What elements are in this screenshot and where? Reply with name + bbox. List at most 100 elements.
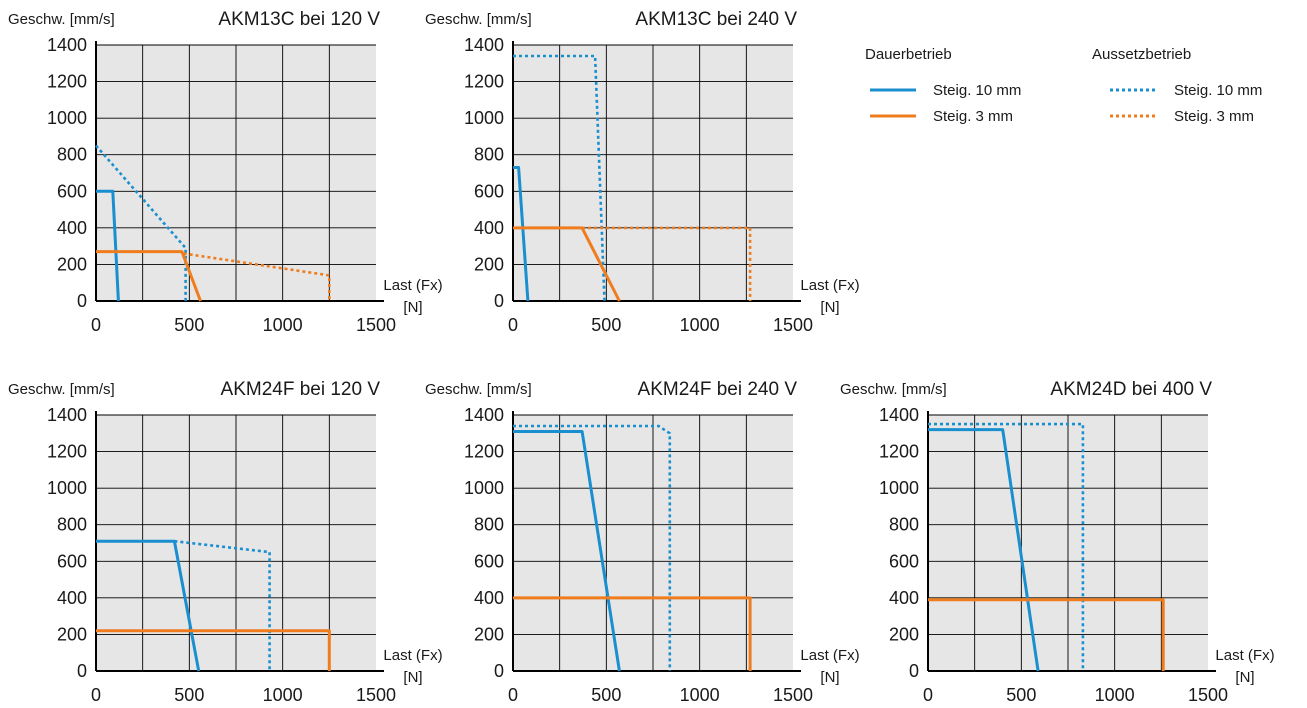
x-tick-label: 500 (591, 315, 621, 335)
y-tick-label: 800 (474, 145, 504, 165)
series-line-3 (513, 596, 752, 671)
chart-title: AKM24F bei 120 V (221, 379, 381, 400)
x-tick-label: 0 (508, 315, 518, 335)
y-tick-label: 200 (889, 624, 919, 644)
series-line-3 (928, 598, 1165, 671)
chart-title: AKM13C bei 120 V (218, 9, 380, 30)
series-line-4 (96, 250, 202, 302)
legend-label-continuous-3mm: Steig. 3 mm (933, 108, 1013, 125)
legend-label-intermittent-10mm: Steig. 10 mm (1174, 82, 1262, 99)
y-tick-label: 600 (57, 551, 87, 571)
y-tick-label: 400 (474, 588, 504, 608)
y-tick-label: 1400 (47, 35, 87, 55)
x-tick-label: 1000 (263, 315, 303, 335)
series-line-1 (928, 422, 1085, 671)
y-tick-label: 1200 (464, 72, 504, 92)
y-tick-label: 0 (909, 661, 919, 681)
chart-2: 0 200 400 600 800 1000 1200 1400 0 500 1000 1500 Ges… (425, 9, 860, 335)
y-tick-label: 600 (889, 551, 919, 571)
series-line-2 (183, 252, 331, 301)
y-tick-label: 200 (474, 254, 504, 274)
chart-4: 0 200 400 600 800 1000 1200 1400 0 500 1000 1500 Ges… (425, 379, 860, 705)
x-axis-label: Last (Fx) (1215, 647, 1274, 664)
x-tick-label: 0 (91, 685, 101, 705)
y-tick-label: 0 (494, 661, 504, 681)
x-tick-label: 1000 (680, 315, 720, 335)
y-tick-label: 0 (494, 291, 504, 311)
y-tick-label: 800 (474, 515, 504, 535)
chart-title: AKM24D bei 400 V (1050, 379, 1212, 400)
y-tick-label: 1000 (464, 108, 504, 128)
y-tick-label: 400 (474, 218, 504, 238)
x-tick-label: 0 (91, 315, 101, 335)
x-tick-label: 1000 (1095, 685, 1135, 705)
x-tick-label: 1500 (356, 315, 396, 335)
x-tick-label: 500 (174, 685, 204, 705)
y-tick-label: 1000 (47, 108, 87, 128)
x-axis-label: Last (Fx) (383, 647, 442, 664)
y-tick-label: 1000 (464, 478, 504, 498)
x-axis-label: Last (Fx) (800, 647, 859, 664)
y-tick-label: 400 (889, 588, 919, 608)
y-tick-label: 400 (57, 588, 87, 608)
x-axis-unit: [N] (820, 299, 839, 316)
y-axis-label: Geschw. [mm/s] (8, 11, 115, 28)
y-tick-label: 1200 (464, 442, 504, 462)
y-tick-label: 400 (57, 218, 87, 238)
x-tick-label: 1500 (773, 685, 813, 705)
x-tick-label: 1500 (356, 685, 396, 705)
legend-group-intermittent: Aussetzbetrieb (1092, 46, 1191, 63)
chart-1: 0 200 400 600 800 1000 1200 1400 0 500 1000 1500 Ges… (8, 9, 443, 335)
y-tick-label: 1400 (47, 405, 87, 425)
series-line-1 (513, 424, 672, 671)
y-tick-label: 1400 (464, 35, 504, 55)
x-axis-unit: [N] (403, 669, 422, 686)
y-tick-label: 600 (57, 181, 87, 201)
x-tick-label: 500 (1006, 685, 1036, 705)
x-tick-label: 0 (923, 685, 933, 705)
y-tick-label: 800 (57, 145, 87, 165)
charts-layer: 0 200 400 600 800 1000 1200 1400 0 500 1000 1500 Ges… (8, 9, 1275, 705)
x-tick-label: 1000 (263, 685, 303, 705)
series-line-2 (582, 226, 752, 301)
legend-group-continuous: Dauerbetrieb (865, 46, 952, 63)
y-tick-label: 0 (77, 291, 87, 311)
chart-title: AKM13C bei 240 V (635, 9, 797, 30)
series-line-2 (96, 539, 201, 672)
x-axis-unit: [N] (820, 669, 839, 686)
legend: Dauerbetrieb Aussetzbetrieb Steig. 10 mm… (865, 46, 1262, 125)
series-line-3 (96, 629, 331, 671)
series-line-4 (513, 226, 621, 302)
x-axis-unit: [N] (403, 299, 422, 316)
series-line-2 (928, 428, 1040, 672)
y-tick-label: 200 (57, 254, 87, 274)
y-tick-label: 800 (889, 515, 919, 535)
y-tick-label: 600 (474, 551, 504, 571)
x-axis-label: Last (Fx) (383, 277, 442, 294)
y-tick-label: 800 (57, 515, 87, 535)
y-tick-label: 1400 (464, 405, 504, 425)
series-line-2 (513, 430, 621, 672)
y-tick-label: 200 (474, 624, 504, 644)
x-tick-label: 500 (591, 685, 621, 705)
y-axis-label: Geschw. [mm/s] (425, 11, 532, 28)
chart-5: 0 200 400 600 800 1000 1200 1400 0 500 1000 1500 Ges… (840, 379, 1275, 705)
x-tick-label: 1500 (1188, 685, 1228, 705)
series-line-3 (513, 166, 530, 302)
y-tick-label: 200 (57, 624, 87, 644)
chart-3: 0 200 400 600 800 1000 1200 1400 0 500 1000 1500 Ges… (8, 379, 443, 705)
x-tick-label: 500 (174, 315, 204, 335)
y-tick-label: 600 (474, 181, 504, 201)
y-tick-label: 0 (77, 661, 87, 681)
x-axis-unit: [N] (1235, 669, 1254, 686)
legend-label-intermittent-3mm: Steig. 3 mm (1174, 108, 1254, 125)
y-tick-label: 1400 (879, 405, 919, 425)
y-tick-label: 1000 (879, 478, 919, 498)
x-tick-label: 1500 (773, 315, 813, 335)
x-tick-label: 1000 (680, 685, 720, 705)
series-line-3 (96, 189, 120, 302)
chart-title: AKM24F bei 240 V (638, 379, 798, 400)
x-tick-label: 0 (508, 685, 518, 705)
x-axis-label: Last (Fx) (800, 277, 859, 294)
